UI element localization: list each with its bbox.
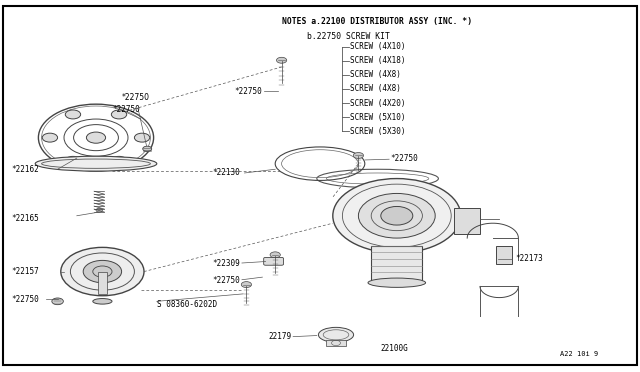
Text: b.22750 SCREW KIT: b.22750 SCREW KIT <box>307 32 390 41</box>
Circle shape <box>241 282 252 288</box>
Circle shape <box>353 153 364 158</box>
Circle shape <box>111 156 127 165</box>
Text: *22750: *22750 <box>235 87 262 96</box>
Circle shape <box>381 206 413 225</box>
Circle shape <box>65 110 81 119</box>
Text: 22100G: 22100G <box>381 344 408 353</box>
Ellipse shape <box>319 327 354 342</box>
Circle shape <box>358 193 435 238</box>
Bar <box>98 272 107 294</box>
Text: *22750: *22750 <box>212 276 240 285</box>
Text: *22750: *22750 <box>390 154 418 163</box>
Text: SCREW (4X18): SCREW (4X18) <box>350 56 406 65</box>
Text: *22750: *22750 <box>122 93 150 146</box>
Text: SCREW (4X8): SCREW (4X8) <box>350 70 401 79</box>
Circle shape <box>65 156 81 165</box>
Circle shape <box>61 247 144 296</box>
Circle shape <box>276 57 287 63</box>
Bar <box>326 340 346 346</box>
Text: *22173: *22173 <box>515 254 543 263</box>
Bar <box>371 246 422 283</box>
Ellipse shape <box>368 278 426 287</box>
Text: *22162: *22162 <box>12 165 39 174</box>
Text: SCREW (4X10): SCREW (4X10) <box>350 42 406 51</box>
Circle shape <box>111 110 127 119</box>
Circle shape <box>86 132 106 143</box>
Text: SCREW (5X10): SCREW (5X10) <box>350 113 406 122</box>
Text: *22165: *22165 <box>12 214 39 223</box>
Circle shape <box>83 260 122 283</box>
Text: 22179: 22179 <box>268 332 291 341</box>
Text: *22309: *22309 <box>212 259 240 267</box>
Bar <box>496 246 512 264</box>
Circle shape <box>96 208 102 212</box>
Text: *22750: *22750 <box>112 105 140 114</box>
Circle shape <box>134 133 150 142</box>
Text: *22157: *22157 <box>12 267 39 276</box>
Text: S 08360-6202D: S 08360-6202D <box>157 300 217 309</box>
FancyBboxPatch shape <box>264 257 284 265</box>
Ellipse shape <box>93 298 112 304</box>
Text: *22130: *22130 <box>212 169 240 177</box>
Circle shape <box>333 179 461 253</box>
Circle shape <box>270 252 280 258</box>
Text: SCREW (5X30): SCREW (5X30) <box>350 127 406 136</box>
Text: SCREW (4X8): SCREW (4X8) <box>350 84 401 93</box>
Text: SCREW (4X20): SCREW (4X20) <box>350 99 406 108</box>
Text: NOTES a.22100 DISTRIBUTOR ASSY (INC. *): NOTES a.22100 DISTRIBUTOR ASSY (INC. *) <box>282 17 472 26</box>
Circle shape <box>143 146 152 151</box>
Circle shape <box>52 298 63 305</box>
Text: A22 10i 9: A22 10i 9 <box>560 351 598 357</box>
Circle shape <box>42 133 58 142</box>
Ellipse shape <box>35 156 157 171</box>
Bar <box>454 208 480 234</box>
Text: *22750: *22750 <box>12 295 39 304</box>
